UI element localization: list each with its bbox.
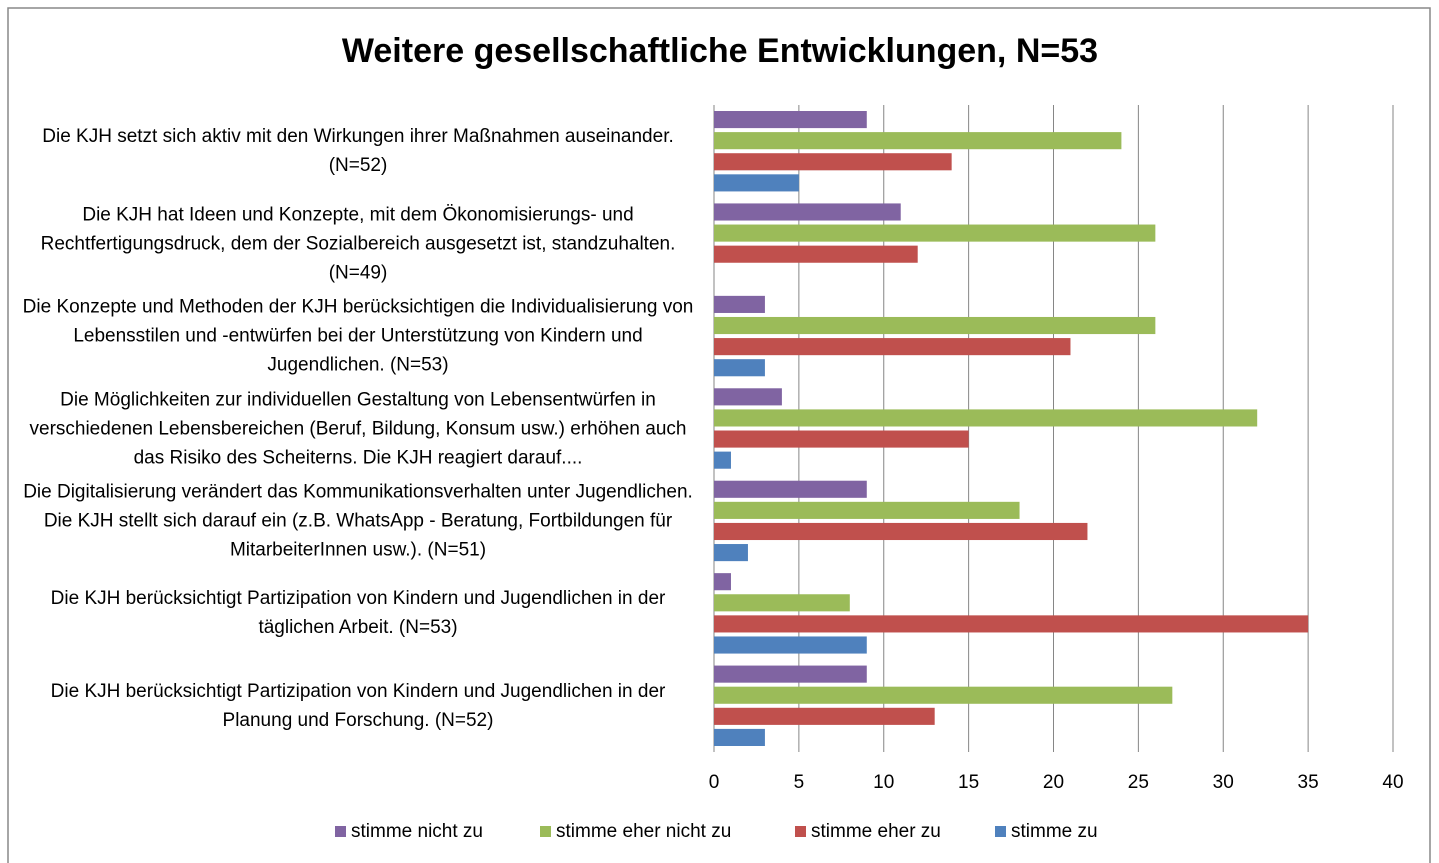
y-tick-label: Die Möglichkeiten zur individuellen Gest…	[29, 389, 687, 468]
legend-swatch	[335, 826, 346, 837]
chart-title: Weitere gesellschaftliche Entwicklungen,…	[342, 32, 1098, 70]
bar	[714, 501, 1020, 519]
bar	[714, 665, 867, 683]
y-tick-label: Die KJH setzt sich aktiv mit den Wirkung…	[42, 126, 674, 177]
bar	[714, 203, 901, 221]
x-tick-label: 30	[1213, 772, 1234, 793]
legend-label: stimme zu	[1011, 821, 1098, 842]
y-tick-label: Die Konzepte und Methoden der KJH berück…	[22, 296, 694, 376]
y-tick-label: Die KJH hat Ideen und Konzepte, mit dem …	[40, 204, 676, 284]
x-tick-label: 20	[1043, 772, 1064, 793]
bar	[714, 573, 731, 591]
bar	[714, 295, 765, 313]
legend-swatch	[995, 826, 1006, 837]
x-tick-label: 15	[958, 772, 979, 793]
bar	[714, 111, 867, 129]
bar	[714, 430, 969, 448]
bar	[714, 153, 952, 171]
y-tick-label: Die KJH berücksichtigt Partizipation von…	[50, 680, 666, 731]
y-tick-label: Die Digitalisierung verändert das Kommun…	[23, 481, 693, 561]
bar	[714, 388, 782, 406]
x-tick-label: 25	[1128, 772, 1149, 793]
bar	[714, 409, 1258, 427]
legend-label: stimme eher nicht zu	[556, 821, 731, 842]
bar	[714, 359, 765, 377]
bar	[714, 316, 1156, 335]
bar	[714, 728, 765, 746]
legend-label: stimme nicht zu	[351, 821, 483, 842]
frame	[7, 7, 1431, 863]
bar	[714, 544, 748, 562]
bar	[714, 522, 1088, 541]
bar	[714, 636, 867, 654]
bar	[714, 686, 1173, 704]
bar	[714, 594, 850, 612]
x-tick-label: 35	[1298, 772, 1319, 793]
y-tick-label: Die KJH berücksichtigt Partizipation von…	[50, 588, 666, 639]
legend-label: stimme eher zu	[811, 821, 941, 842]
bar	[714, 615, 1309, 633]
x-tick-label: 40	[1382, 772, 1403, 793]
bar	[714, 451, 731, 469]
x-tick-label: 0	[709, 772, 720, 793]
x-tick-label: 10	[873, 772, 894, 793]
x-tick-label: 5	[794, 772, 805, 793]
bar	[714, 480, 867, 498]
bar	[714, 132, 1122, 150]
bar	[714, 338, 1071, 356]
legend-swatch	[540, 826, 551, 837]
bar	[714, 174, 799, 192]
bar	[714, 245, 918, 263]
bar	[714, 224, 1156, 242]
bar	[714, 707, 935, 725]
legend-swatch	[795, 826, 806, 837]
